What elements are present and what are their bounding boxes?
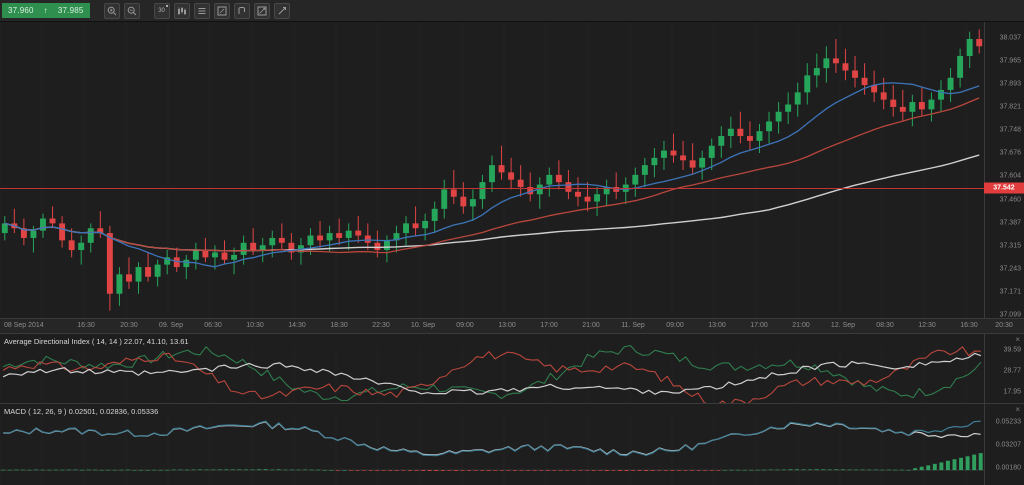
price-pane[interactable]: 38.037 37.965 37.893 37.821 37.748 37.676 37.6… — [0, 22, 1024, 388]
macd-title: MACD ( 12, 26, 9 ) 0.02501, 0.02836, 0.0… — [4, 407, 159, 416]
time-axis-label: 11. Sep — [621, 322, 645, 329]
adx-title: Average Directional Index ( 14, 14 ) 22.… — [4, 337, 189, 346]
adx-axis[interactable]: × 39.59 28.77 17.95 — [984, 334, 1024, 403]
chart-canvas — [0, 416, 984, 485]
adx-pane[interactable]: Average Directional Index ( 14, 14 ) 22.… — [0, 334, 1024, 404]
time-axis-label: 09:00 — [666, 322, 684, 329]
timeframe-dot-icon — [165, 4, 168, 7]
timeframe-30-icon[interactable]: 30 — [153, 2, 170, 19]
price-axis-label: 37.821 — [999, 103, 1021, 111]
bid-price: 37.960 — [8, 6, 34, 15]
price-axis-label: 37.893 — [999, 80, 1021, 88]
price-axis-label: 37.460 — [999, 196, 1021, 204]
time-axis-label: 08 Sep 2014 — [4, 322, 44, 329]
current-price-line — [0, 188, 984, 189]
chart-canvas — [0, 22, 983, 318]
macd-axis-label: 0.00180 — [995, 464, 1021, 472]
close-icon[interactable]: × — [1015, 335, 1020, 344]
time-axis-label: 16:30 — [960, 322, 978, 329]
time-axis-label: 06:30 — [204, 322, 222, 329]
timeframe-label: 30 — [158, 7, 165, 14]
export-icon[interactable] — [273, 2, 290, 19]
price-axis-label: 37.099 — [999, 311, 1021, 319]
macd-axis-label: 0.03207 — [995, 441, 1021, 449]
time-axis-label: 20:30 — [120, 322, 138, 329]
price-axis[interactable]: 38.037 37.965 37.893 37.821 37.748 37.676 37.6… — [984, 22, 1024, 388]
adx-plot-area[interactable] — [0, 334, 984, 403]
price-axis-label: 38.037 — [999, 34, 1021, 42]
price-axis-label: 37.748 — [999, 126, 1021, 134]
time-axis-label: 18:30 — [330, 322, 348, 329]
adx-axis-label: 17.95 — [1003, 388, 1021, 396]
macd-plot-area[interactable] — [0, 404, 984, 485]
time-axis-label: 17:00 — [540, 322, 558, 329]
macd-axis-label: 0.05233 — [995, 418, 1021, 426]
price-plot-area[interactable] — [0, 22, 984, 318]
adx-axis-label: 28.77 — [1003, 367, 1021, 375]
chart-toolbar: 37.960 ↑ 37.985 30 — [0, 0, 1024, 22]
time-axis-label: 12:30 — [918, 322, 936, 329]
macd-pane[interactable]: MACD ( 12, 26, 9 ) 0.02501, 0.02836, 0.0… — [0, 404, 1024, 485]
adx-axis-label: 39.59 — [1003, 346, 1021, 354]
time-axis-label: 12. Sep — [830, 322, 856, 329]
price-axis-label: 37.604 — [999, 172, 1021, 180]
fullscreen-icon[interactable] — [213, 2, 230, 19]
time-axis-label: 22:30 — [372, 322, 390, 329]
price-axis-label: 37.171 — [999, 288, 1021, 296]
time-axis-label: 16:30 — [77, 322, 95, 329]
time-axis-label: 13:00 — [498, 322, 516, 329]
time-axis-label: 09. Sep — [158, 322, 184, 329]
current-price-tag[interactable]: 37.542 — [984, 182, 1024, 194]
close-icon[interactable]: × — [1015, 405, 1020, 414]
zoom-in-icon[interactable] — [103, 2, 120, 19]
zoom-out-icon[interactable] — [123, 2, 140, 19]
price-axis-label: 37.387 — [999, 219, 1021, 227]
time-axis-label: 20:30 — [995, 322, 1013, 329]
time-axis-label: 10. Sep — [410, 322, 436, 329]
drawing-tool-icon[interactable] — [253, 2, 270, 19]
list-icon[interactable] — [193, 2, 210, 19]
price-axis-label: 37.243 — [999, 265, 1021, 273]
time-axis[interactable]: 08 Sep 2014 16:30 20:30 09. Sep 06:30 10:30 14… — [0, 318, 1024, 334]
indicator-icon[interactable] — [233, 2, 250, 19]
price-axis-label: 37.676 — [999, 149, 1021, 157]
time-axis-label: 14:30 — [288, 322, 306, 329]
time-axis-label: 21:00 — [792, 322, 810, 329]
ask-price: 37.985 — [57, 6, 84, 15]
direction-arrow-icon: ↑ — [43, 6, 48, 15]
time-axis-label: 17:00 — [750, 322, 768, 329]
price-quote-badge[interactable]: 37.960 ↑ 37.985 — [2, 3, 90, 18]
time-axis-label: 10:30 — [246, 322, 264, 329]
time-axis-label: 09:00 — [456, 322, 474, 329]
macd-axis[interactable]: × 0.05233 0.03207 0.00180 — [984, 404, 1024, 485]
price-axis-label: 37.965 — [999, 57, 1021, 65]
chart-canvas — [0, 344, 982, 403]
time-axis-label: 21:00 — [582, 322, 600, 329]
time-axis-label: 08:30 — [876, 322, 894, 329]
candlestick-icon[interactable] — [173, 2, 190, 19]
price-axis-label: 37.315 — [999, 242, 1021, 250]
time-axis-label: 13:00 — [708, 322, 726, 329]
